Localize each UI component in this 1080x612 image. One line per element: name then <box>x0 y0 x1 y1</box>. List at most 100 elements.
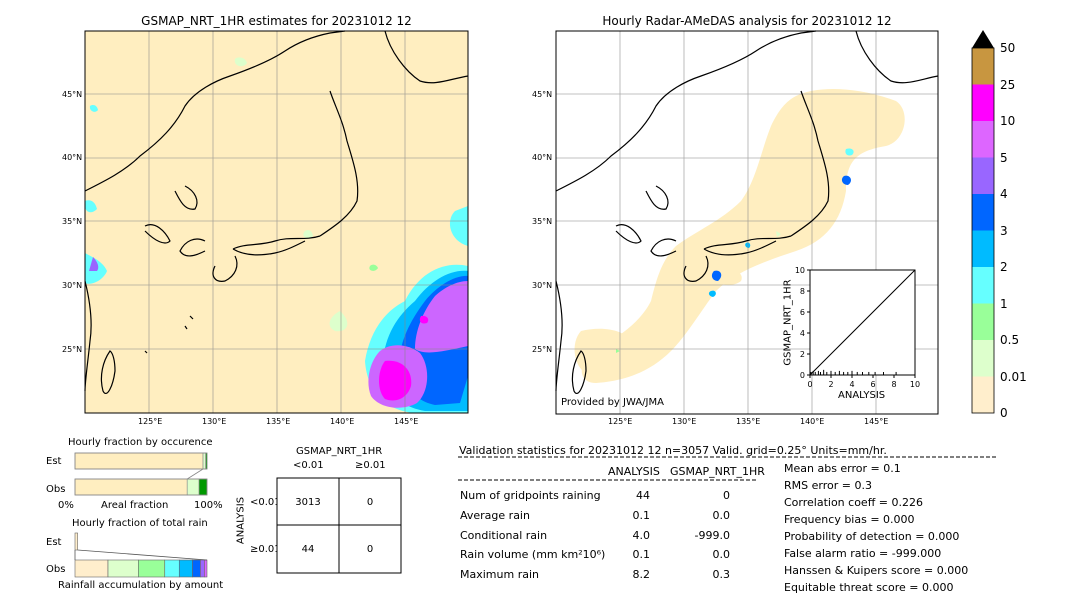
scatter-y-tick-label: 4 <box>800 329 805 338</box>
right-lat-label: 40°N <box>532 153 553 162</box>
colorbar-block <box>972 84 994 121</box>
left-lat-label: 25°N <box>62 345 83 354</box>
validation-header: Validation statistics for 20231012 12 n=… <box>459 444 887 457</box>
colorbar-label: 0 <box>1000 406 1008 420</box>
scatter-y-tick-label: 2 <box>800 350 805 359</box>
left-map-title: GSMAP_NRT_1HR estimates for 20231012 12 <box>141 14 412 28</box>
colorbar-label: 10 <box>1000 114 1016 128</box>
scatter-x-tick-label: 8 <box>891 380 896 389</box>
left-lon-label: 130°E <box>202 417 227 426</box>
score-line: RMS error = 0.3 <box>784 479 872 492</box>
scatter-x-tick-label: 10 <box>910 380 920 389</box>
validation-row-label: Conditional rain <box>460 529 548 542</box>
validation-row-analysis: 0.1 <box>632 509 651 522</box>
validation-row-label: Average rain <box>460 509 530 522</box>
scatter-x-tick-label: 6 <box>870 380 875 389</box>
rainfraction-bar-segment <box>178 559 193 578</box>
colorbar-label: 2 <box>1000 260 1008 274</box>
rainfraction-bar-segment <box>74 532 78 551</box>
score-line: Frequency bias = 0.000 <box>784 513 915 526</box>
occurrence-title: Hourly fraction by occurence <box>68 437 213 448</box>
occurrence-connector <box>186 468 204 480</box>
right-lon-label: 130°E <box>672 417 697 426</box>
scatter-y-tick-label: 6 <box>800 308 805 317</box>
validation-row-label: Num of gridpoints raining <box>460 489 601 502</box>
colorbar-label: 0.01 <box>1000 369 1027 384</box>
rainfraction-chart <box>74 532 208 578</box>
radar-credit: Provided by JWA/JMA <box>561 397 664 408</box>
contingency-row-axis: ANALYSIS <box>235 496 247 545</box>
colorbar-label: 0.5 <box>1000 333 1020 347</box>
occurrence-bar-segment <box>74 478 188 496</box>
left-lon-label: 135°E <box>266 417 291 426</box>
colorbar-block <box>972 376 994 413</box>
colorbar-frame <box>971 47 995 414</box>
colorbar-label: 1 <box>1000 296 1008 311</box>
score-line: Hanssen & Kuipers score = 0.000 <box>784 564 969 577</box>
score-line: False alarm ratio = -999.000 <box>784 547 942 560</box>
occurrence-xlabel: Areal fraction <box>101 500 169 511</box>
right-lat-label: 25°N <box>532 345 553 354</box>
rainfraction-bar-segment <box>200 559 205 578</box>
score-line: Probability of detection = 0.000 <box>784 530 960 543</box>
rainfraction-bar-segment <box>74 559 109 578</box>
right-lat-label: 35°N <box>532 217 553 226</box>
left-map-frame <box>84 30 469 414</box>
colorbar-block <box>972 230 994 267</box>
left-map-rain-areas <box>84 57 468 413</box>
scatter-y-tick-label: 8 <box>800 287 805 296</box>
right-map-title: Hourly Radar-AMeDAS analysis for 2023101… <box>602 14 892 28</box>
scatter-x-tick-label: 4 <box>849 380 854 389</box>
occurrence-label-obs: Obs <box>46 484 66 495</box>
colorbar-block <box>972 303 994 340</box>
contingency-row-0: <0.01 <box>250 497 281 508</box>
right-map-frame <box>555 30 939 415</box>
validation-row-gsmap: 0 <box>723 489 730 502</box>
validation-row-gsmap: 0.0 <box>712 509 731 522</box>
validation-row-analysis: 8.2 <box>632 568 651 581</box>
contingency-col-0: <0.01 <box>293 460 324 471</box>
contingency-cell: 3013 <box>295 497 321 508</box>
left-map-grid <box>85 31 468 413</box>
rainfraction-label-obs: Obs <box>46 564 66 575</box>
scatter-plot: 0 2 4 6 8 10 0 2 4 6 8 10 <box>795 266 920 389</box>
validation-rules <box>458 456 996 481</box>
right-map-coastline <box>555 30 939 394</box>
validation-row-analysis: 0.1 <box>632 548 651 561</box>
occurrence-bar-segment <box>74 452 204 470</box>
occurrence-tick-0: 0% <box>58 500 74 511</box>
left-lat-label: 40°N <box>62 153 83 162</box>
left-lat-label: 35°N <box>62 217 83 226</box>
colorbar-label: 5 <box>1000 150 1008 165</box>
colorbar-label: 4 <box>1000 187 1008 201</box>
colorbar-label: 50 <box>1000 41 1016 55</box>
right-map <box>555 30 939 415</box>
colorbar-block <box>972 48 994 85</box>
right-lon-label: 145°E <box>864 417 889 426</box>
occurrence-bar-segment <box>198 478 208 496</box>
validation-row-gsmap: -999.0 <box>694 529 730 542</box>
occurrence-bar-segment <box>186 478 200 496</box>
score-line: Mean abs error = 0.1 <box>784 462 901 475</box>
left-lon-label: 140°E <box>330 417 355 426</box>
scatter-xlabel: ANALYSIS <box>838 390 886 401</box>
occurrence-bar-frame <box>74 452 208 470</box>
validation-col-analysis: ANALYSIS <box>608 465 660 478</box>
validation-row-analysis: 44 <box>636 489 650 502</box>
colorbar-block <box>972 267 994 304</box>
validation-col-gsmap: GSMAP_NRT_1HR <box>670 465 765 478</box>
contingency-row-1: ≥0.01 <box>250 544 281 555</box>
colorbar-label: 3 <box>1000 223 1008 238</box>
left-map <box>84 30 469 414</box>
right-lat-label: 30°N <box>532 281 553 290</box>
right-lon-label: 125°E <box>608 417 633 426</box>
validation-row-label: Rain volume (mm km²10⁶) <box>460 548 606 561</box>
validation-row-gsmap: 0.0 <box>712 548 731 561</box>
scatter-ylabel: GSMAP_NRT_1HR <box>782 279 794 366</box>
contingency-grid <box>276 477 402 574</box>
left-lon-label: 125°E <box>138 417 163 426</box>
validation-row-gsmap: 0.3 <box>712 568 731 581</box>
scatter-y-tick-label: 0 <box>800 371 805 380</box>
scatter-x-tick-label: 0 <box>807 380 812 389</box>
occurrence-tick-100: 100% <box>194 500 223 511</box>
